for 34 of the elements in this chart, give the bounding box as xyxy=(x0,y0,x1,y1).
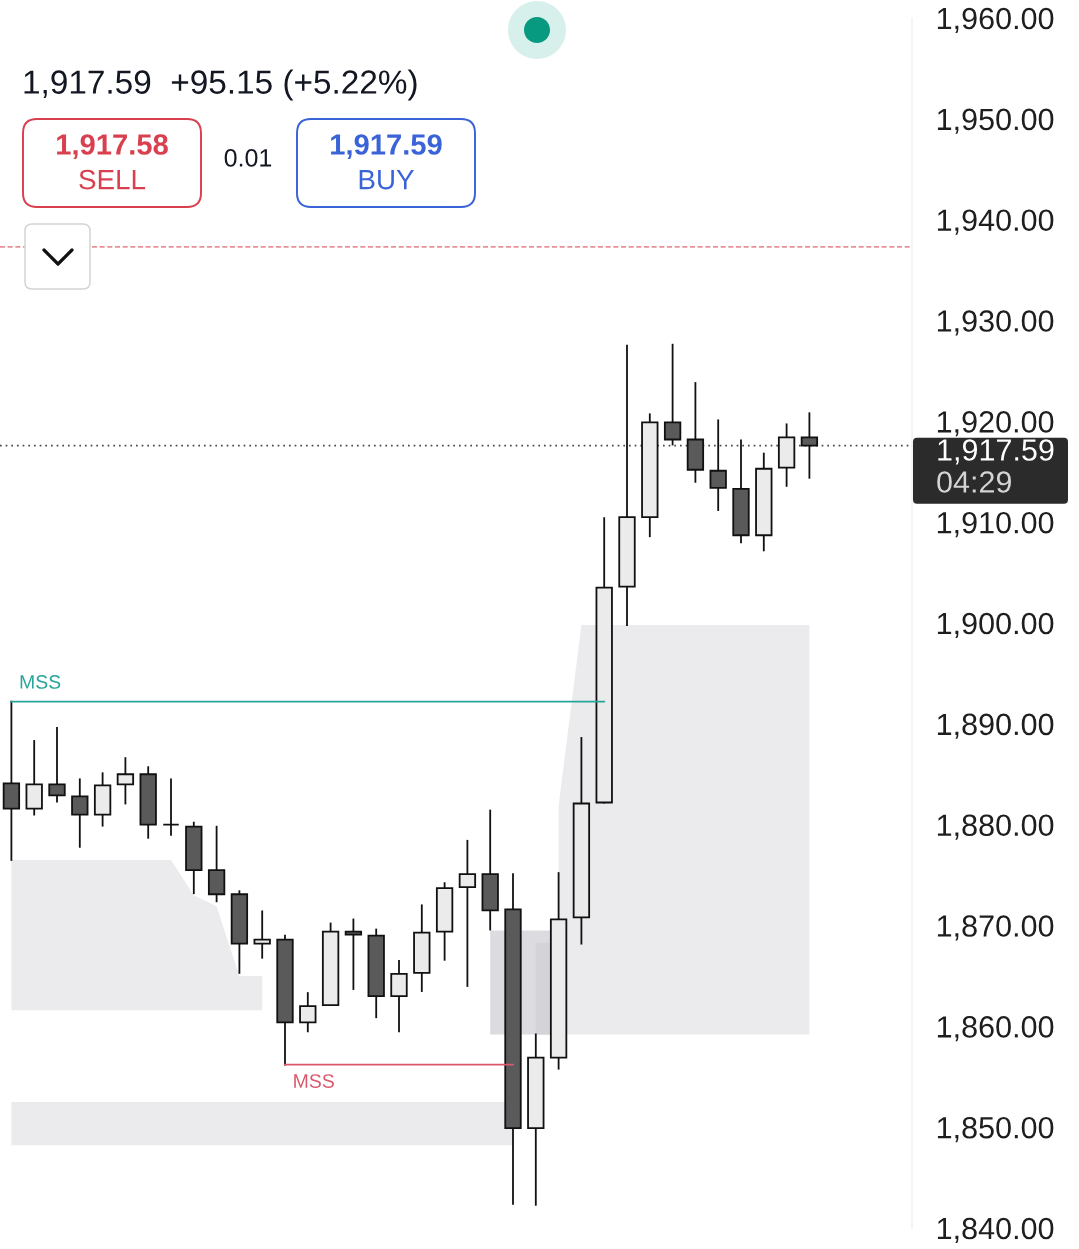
y-tick-label: 1,840.00 xyxy=(937,1217,1054,1243)
annotation: SELL xyxy=(79,169,146,190)
y-tick-label: 1,900.00 xyxy=(937,612,1054,638)
candlestick xyxy=(800,412,819,479)
candlestick xyxy=(162,778,180,836)
y-tick-label: 1,860.00 xyxy=(937,1016,1054,1042)
y-tick-label: 1,880.00 xyxy=(937,814,1054,840)
candlestick xyxy=(663,343,682,446)
candlestick xyxy=(458,839,477,987)
series-label: MSS xyxy=(20,675,61,689)
annotation: BUY xyxy=(359,170,414,190)
candlestick xyxy=(390,959,408,1033)
ref-line-label: 1,917.59 xyxy=(938,439,1054,465)
text: 04:29 xyxy=(937,471,1012,493)
candlestick xyxy=(71,778,89,848)
y-tick-label: 1,890.00 xyxy=(937,713,1054,739)
annotation: 0.01 xyxy=(224,149,272,167)
y-tick-label: 1,920.00 xyxy=(937,411,1054,437)
y-tick-label: 1,950.00 xyxy=(937,108,1054,134)
annotation: 1,917.59 xyxy=(331,134,442,160)
candlestick xyxy=(116,757,135,805)
candlestick xyxy=(299,992,317,1033)
y-tick-label: 1,850.00 xyxy=(937,1116,1054,1143)
candlestick xyxy=(48,726,66,803)
annotation: 1,917.58 xyxy=(57,134,168,160)
text: 1,917.59 +95.15 (+5.22%) xyxy=(24,69,417,101)
candlestick xyxy=(709,419,727,511)
y-tick-label: 1,910.00 xyxy=(937,511,1054,538)
y-tick-label: 1,960.00 xyxy=(937,7,1054,33)
y-tick-label: 1,940.00 xyxy=(937,209,1054,235)
series-label: MSS xyxy=(294,1074,334,1088)
candlestick xyxy=(253,910,271,959)
y-tick-label: 1,870.00 xyxy=(937,915,1054,941)
y-tick-label: 1,930.00 xyxy=(937,310,1054,336)
